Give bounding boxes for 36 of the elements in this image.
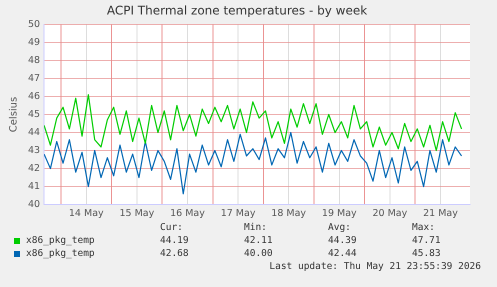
x-tick-label: 20 May <box>372 208 408 219</box>
text: Last update: Thu May 21 23:55:39 2026 <box>269 261 481 272</box>
y-tick-label: 46 <box>28 90 40 102</box>
y-tick-label: 49 <box>28 36 40 48</box>
text: 45.83 <box>412 248 441 259</box>
y-tick-label: 41 <box>28 181 40 192</box>
legend-label: x86_pkg_temp <box>26 235 95 246</box>
x-tick-label: 17 May <box>220 208 256 219</box>
y-tick-label: 40 <box>28 199 40 210</box>
text: 44.19 <box>160 235 189 246</box>
text: Max: <box>412 222 435 233</box>
y-tick-label: 45 <box>28 108 40 120</box>
text: 44.39 <box>328 235 357 246</box>
y-tick-label: 50 <box>28 18 40 30</box>
x-tick-label: 15 May <box>119 208 155 219</box>
x-tick-label: 21 May <box>423 208 458 219</box>
y-tick-label: 42 <box>28 163 40 174</box>
text: 40.00 <box>244 248 273 259</box>
chart-title: ACPI Thermal zone temperatures - by week <box>106 3 368 18</box>
text: 42.68 <box>160 248 189 259</box>
y-tick-label: 43 <box>28 145 40 156</box>
text: 47.71 <box>412 235 441 246</box>
x-tick-label: 16 May <box>170 208 206 219</box>
text: Min: <box>244 222 267 233</box>
y-tick-label: 44 <box>28 126 40 138</box>
y-tick-label: 47 <box>28 72 40 84</box>
x-tick-label: 18 May <box>271 208 306 219</box>
y-axis-title: Celsius <box>8 96 20 132</box>
y-tick-label: 48 <box>28 54 40 66</box>
x-tick-label: 14 May <box>68 208 104 219</box>
x-tick-label: 19 May <box>322 208 358 219</box>
text: Cur: <box>160 222 183 233</box>
legend-label: x86_pkg_temp <box>26 248 95 259</box>
text: 42.44 <box>328 248 357 259</box>
text: 42.11 <box>244 235 273 246</box>
text: Avg: <box>328 222 351 233</box>
